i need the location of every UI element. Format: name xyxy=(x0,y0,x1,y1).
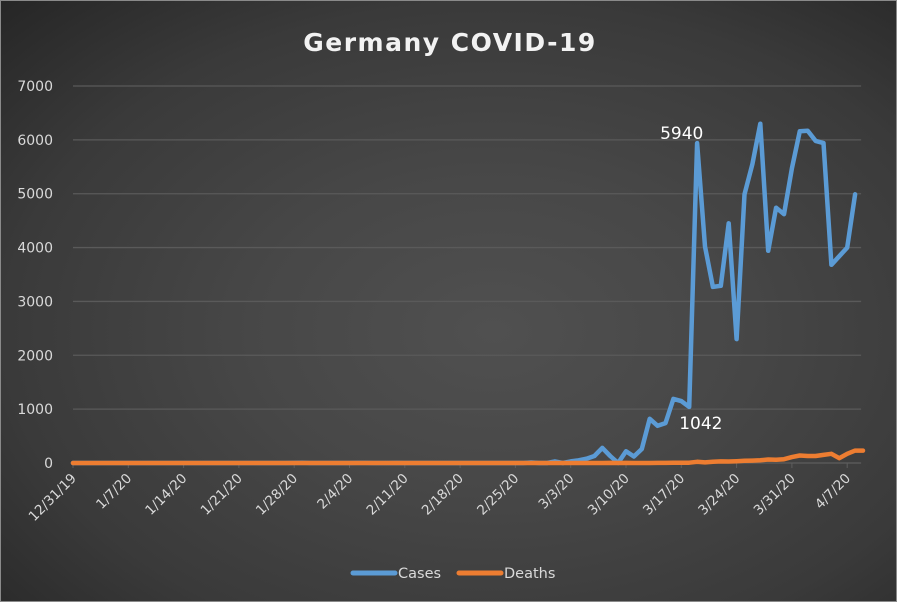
x-tick-label: 2/11/20 xyxy=(364,471,412,519)
data-label: 5940 xyxy=(660,124,703,144)
x-axis-ticks: 12/31/19 1/7/20 1/14/20 1/21/20 1/28/20 2/4/2… xyxy=(26,463,854,525)
x-tick-label: 2/18/20 xyxy=(419,471,467,519)
x-tick-label: 3/24/20 xyxy=(695,471,743,519)
series-points-deaths xyxy=(72,450,864,464)
x-tick-label: 3/31/20 xyxy=(751,471,799,519)
x-tick-label: 1/28/20 xyxy=(253,471,301,519)
y-tick-label: 1000 xyxy=(17,402,53,418)
x-tick-label: 3/10/20 xyxy=(585,471,633,519)
y-axis-ticks: 0 1000 2000 3000 4000 5000 6000 7000 xyxy=(17,79,53,472)
y-tick-label: 5000 xyxy=(17,187,53,203)
x-tick-label: 1/7/20 xyxy=(93,471,135,513)
legend: Cases Deaths xyxy=(350,566,555,582)
x-tick-label: 1/21/20 xyxy=(198,471,246,519)
y-tick-label: 7000 xyxy=(17,79,53,95)
x-tick-label: 3/3/20 xyxy=(535,471,577,513)
x-tick-label: 2/4/20 xyxy=(314,471,356,513)
x-tick-label: 2/25/20 xyxy=(474,471,522,519)
y-tick-label: 0 xyxy=(44,456,53,472)
chart-title: Germany COVID-19 xyxy=(303,28,596,57)
y-tick-label: 4000 xyxy=(17,241,53,257)
gridlines xyxy=(73,85,862,464)
data-labels: 5940 1042 xyxy=(660,124,722,434)
y-tick-label: 6000 xyxy=(17,133,53,149)
x-tick-label: 4/7/20 xyxy=(812,471,854,513)
x-tick-label: 12/31/19 xyxy=(26,471,80,525)
legend-label-cases: Cases xyxy=(398,566,441,582)
x-tick-label: 1/14/20 xyxy=(142,471,190,519)
y-tick-label: 2000 xyxy=(17,348,53,364)
series-line-cases xyxy=(70,121,858,466)
data-label: 1042 xyxy=(679,414,722,434)
y-tick-label: 3000 xyxy=(17,294,53,310)
series-lines xyxy=(70,121,866,466)
series-line-deaths xyxy=(70,448,866,466)
legend-label-deaths: Deaths xyxy=(504,566,555,582)
x-tick-label: 3/17/20 xyxy=(640,471,688,519)
